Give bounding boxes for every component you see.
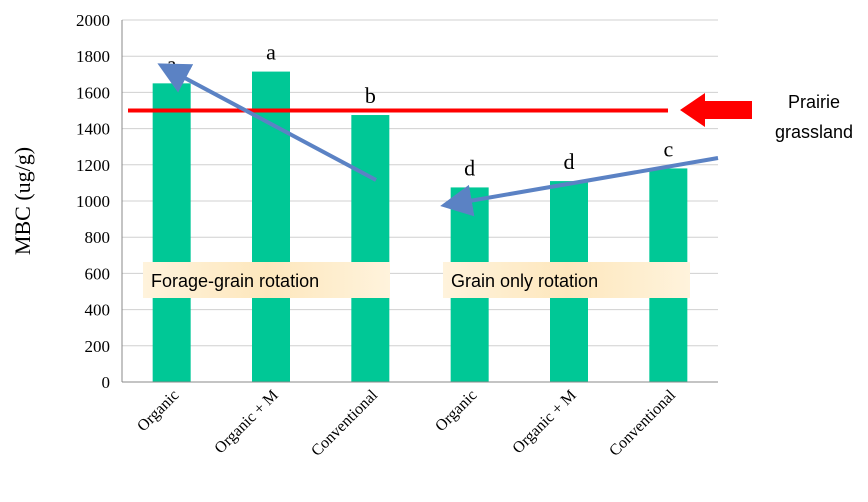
y-tick-label: 1400 xyxy=(76,120,110,139)
bar xyxy=(152,83,191,382)
trend-arrow xyxy=(157,63,377,182)
y-tick-label: 600 xyxy=(85,264,111,283)
x-tick-label: Conventional xyxy=(606,386,679,459)
significance-letter: b xyxy=(365,83,376,108)
grid: 0 200 400 600 800 1000 1200 1400 1600 1800 2000 xyxy=(76,11,718,392)
group-label: Grain only rotation xyxy=(451,271,598,291)
x-tick-label: Organic xyxy=(432,387,480,435)
y-axis-label: MBC (ug/g) xyxy=(10,147,35,255)
significance-letter: d xyxy=(464,155,475,180)
y-tick-label: 1600 xyxy=(76,83,110,102)
y-tick-label: 400 xyxy=(85,301,111,320)
x-tick-label: Organic xyxy=(134,387,182,435)
reference-label: Prairie xyxy=(788,92,840,112)
y-tick-label: 0 xyxy=(102,373,111,392)
y-tick-label: 1200 xyxy=(76,156,110,175)
significance-letter: a xyxy=(266,40,276,65)
y-tick-label: 200 xyxy=(85,337,111,356)
bar xyxy=(351,115,390,383)
reference-label: grassland xyxy=(775,122,853,142)
y-tick-label: 1000 xyxy=(76,192,110,211)
group-label: Forage-grain rotation xyxy=(151,271,319,291)
overlay: a abd dc xyxy=(128,40,673,180)
group-label-box xyxy=(143,262,390,298)
x-tick-label: Conventional xyxy=(308,386,381,459)
y-tick-label: 800 xyxy=(85,228,111,247)
significance-letter: d xyxy=(564,149,575,174)
x-tick-label: Organic + M xyxy=(509,387,579,457)
significance-letter: c xyxy=(663,136,673,161)
x-tick-label: Organic + M xyxy=(211,387,281,457)
reference-arrow xyxy=(680,93,752,127)
y-tick-label: 1800 xyxy=(76,47,110,66)
y-tick-label: 2000 xyxy=(76,11,110,30)
group-label-box xyxy=(443,262,690,298)
bars xyxy=(152,71,688,383)
trend-arrow xyxy=(440,156,719,217)
